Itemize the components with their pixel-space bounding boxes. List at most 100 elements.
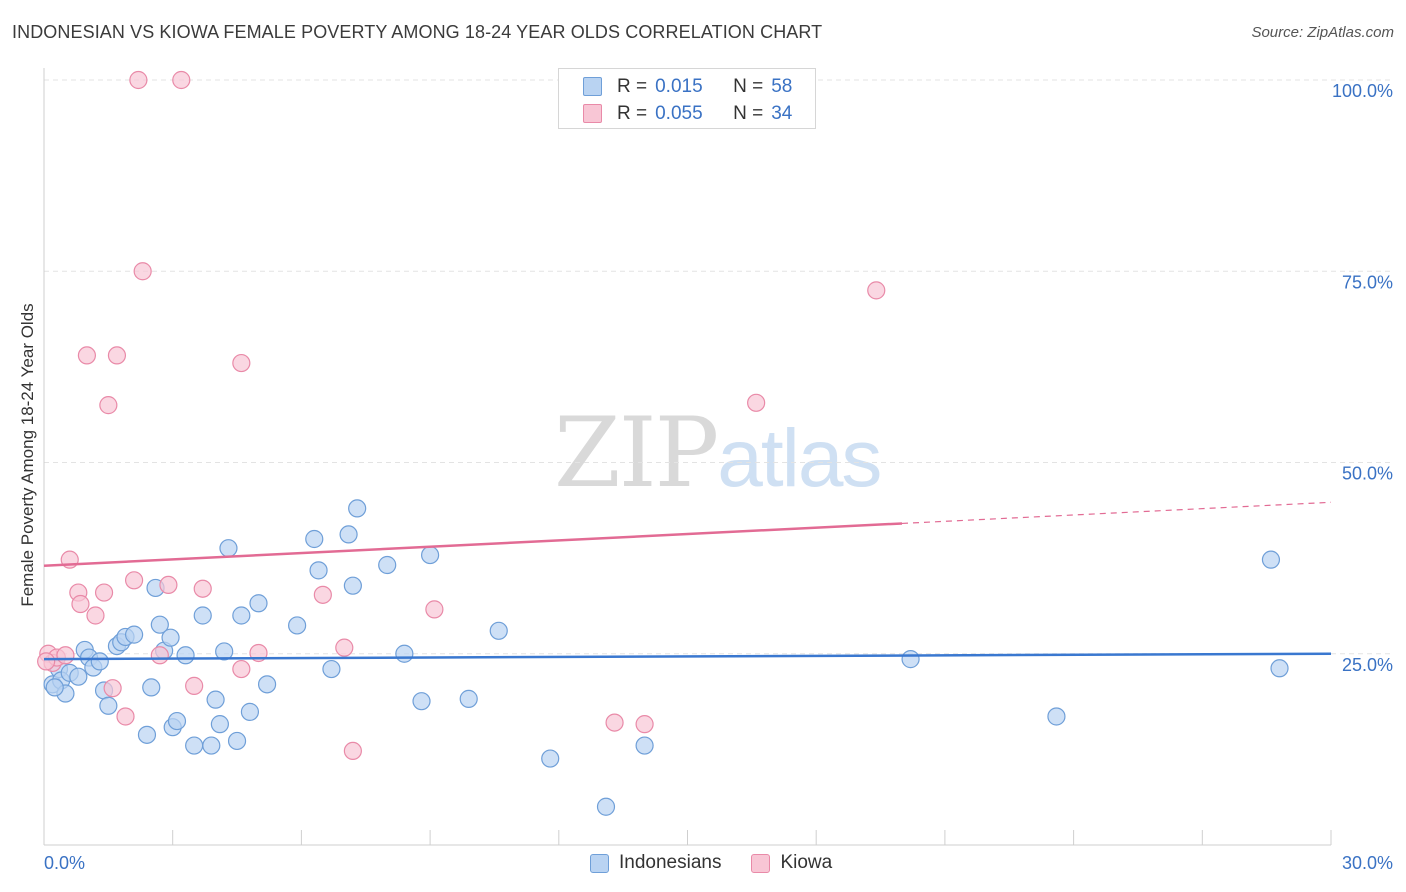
n-value: 58 bbox=[771, 76, 793, 97]
indonesians-point bbox=[137, 725, 157, 744]
kiowa-point bbox=[99, 396, 118, 415]
kiowa-point bbox=[232, 353, 251, 373]
indonesians-point bbox=[635, 736, 654, 755]
kiowa-point bbox=[150, 646, 169, 665]
indonesians-point bbox=[901, 650, 920, 669]
x-tick-label: 30.0% bbox=[1342, 853, 1393, 873]
indonesians-swatch bbox=[590, 853, 609, 873]
r-value: 0.055 bbox=[655, 103, 703, 124]
kiowa-point bbox=[747, 393, 766, 412]
kiowa-swatch bbox=[583, 104, 602, 123]
kiowa-point bbox=[116, 707, 135, 726]
legend-label-kiowa: Kiowa bbox=[780, 852, 833, 873]
indonesians-point bbox=[309, 561, 328, 580]
indonesians-point bbox=[150, 615, 169, 634]
indonesians-point bbox=[596, 797, 616, 816]
indonesians-point bbox=[142, 678, 161, 697]
indonesians-point bbox=[412, 692, 431, 711]
source-label: Source: ZipAtlas.com bbox=[1251, 24, 1394, 41]
kiowa-swatch bbox=[751, 853, 771, 873]
correlation-legend: R = 0.015 N = 58 R = 0.055 N = 34 bbox=[558, 68, 816, 129]
indonesians-point bbox=[1047, 707, 1066, 726]
indonesians-trend-line bbox=[43, 652, 1332, 661]
r-label: R = bbox=[617, 103, 648, 124]
indonesians-point bbox=[459, 689, 478, 708]
indonesians-point bbox=[69, 667, 88, 686]
indonesians-point bbox=[210, 715, 229, 734]
kiowa-point bbox=[94, 583, 114, 602]
indonesians-point bbox=[541, 749, 560, 768]
indonesians-point bbox=[257, 675, 277, 694]
indonesians-points bbox=[43, 499, 1289, 816]
watermark-zip: ZIP bbox=[554, 397, 719, 509]
kiowa-point bbox=[335, 638, 354, 657]
indonesians-point bbox=[232, 606, 251, 625]
legend-row-kiowa: R = 0.055 N = 34 bbox=[583, 103, 793, 125]
kiowa-point bbox=[605, 713, 624, 732]
watermark-atlas: atlas bbox=[717, 413, 882, 504]
indonesians-point bbox=[348, 499, 367, 518]
kiowa-point bbox=[425, 600, 444, 619]
trend-lines bbox=[43, 501, 1332, 661]
kiowa-point bbox=[129, 70, 148, 90]
kiowa-point bbox=[77, 346, 97, 365]
kiowa-point bbox=[133, 262, 152, 281]
kiowa-point bbox=[37, 652, 56, 671]
kiowa-point bbox=[232, 659, 251, 679]
chart-title: INDONESIAN VS KIOWA FEMALE POVERTY AMONG… bbox=[12, 22, 823, 42]
indonesians-point bbox=[124, 625, 144, 644]
indonesians-point bbox=[161, 628, 180, 647]
r-label: R = bbox=[617, 76, 648, 97]
indonesians-point bbox=[1270, 659, 1289, 678]
indonesians-point bbox=[202, 736, 221, 755]
indonesians-point bbox=[176, 646, 195, 665]
y-tick-label: 100.0% bbox=[1332, 81, 1393, 101]
kiowa-trend-extension bbox=[901, 501, 1332, 525]
indonesians-point bbox=[489, 621, 508, 640]
legend-row-indonesians: R = 0.015 N = 58 bbox=[583, 76, 793, 98]
kiowa-point bbox=[185, 676, 204, 695]
y-tick-label: 50.0% bbox=[1342, 464, 1393, 484]
indonesians-point bbox=[288, 616, 307, 635]
indonesians-point bbox=[167, 711, 187, 731]
indonesians-swatch bbox=[583, 77, 602, 96]
y-tick-label: 25.0% bbox=[1342, 655, 1393, 675]
axes-layer bbox=[43, 68, 1332, 846]
kiowa-point bbox=[172, 70, 191, 90]
kiowa-point bbox=[635, 715, 654, 734]
r-value: 0.015 bbox=[655, 76, 703, 97]
kiowa-point bbox=[313, 585, 332, 604]
y-axis-label: Female Poverty Among 18-24 Year Olds bbox=[18, 303, 37, 607]
kiowa-point bbox=[867, 281, 886, 300]
indonesians-point bbox=[185, 736, 204, 755]
kiowa-point bbox=[193, 579, 212, 598]
indonesians-point bbox=[99, 696, 118, 715]
kiowa-point bbox=[71, 594, 90, 614]
legend-label-indonesians: Indonesians bbox=[619, 852, 722, 873]
indonesians-point bbox=[219, 539, 238, 558]
series-legend: Indonesians Kiowa bbox=[590, 852, 862, 874]
n-label: N = bbox=[733, 103, 764, 124]
kiowa-point bbox=[86, 606, 105, 625]
indonesians-point bbox=[1261, 550, 1281, 569]
indonesians-point bbox=[240, 702, 260, 721]
indonesians-point bbox=[215, 642, 234, 661]
tick-labels: 25.0% 50.0% 75.0% 100.0% 0.0% 30.0% bbox=[44, 81, 1393, 873]
indonesians-point bbox=[193, 606, 212, 625]
indonesians-point bbox=[305, 529, 324, 549]
n-value: 34 bbox=[771, 103, 793, 124]
kiowa-point bbox=[343, 741, 362, 761]
indonesians-point bbox=[206, 690, 225, 709]
kiowa-point bbox=[103, 679, 122, 698]
indonesians-point bbox=[249, 594, 268, 613]
indonesians-point bbox=[90, 652, 109, 671]
indonesians-point bbox=[421, 545, 440, 565]
kiowa-trend-line bbox=[43, 522, 903, 568]
indonesians-point bbox=[339, 525, 358, 544]
indonesians-point bbox=[395, 644, 414, 663]
kiowa-point bbox=[56, 646, 75, 665]
legend-item-kiowa: Kiowa bbox=[751, 852, 832, 874]
indonesians-point bbox=[378, 555, 397, 575]
watermark: ZIPatlas bbox=[554, 405, 882, 504]
